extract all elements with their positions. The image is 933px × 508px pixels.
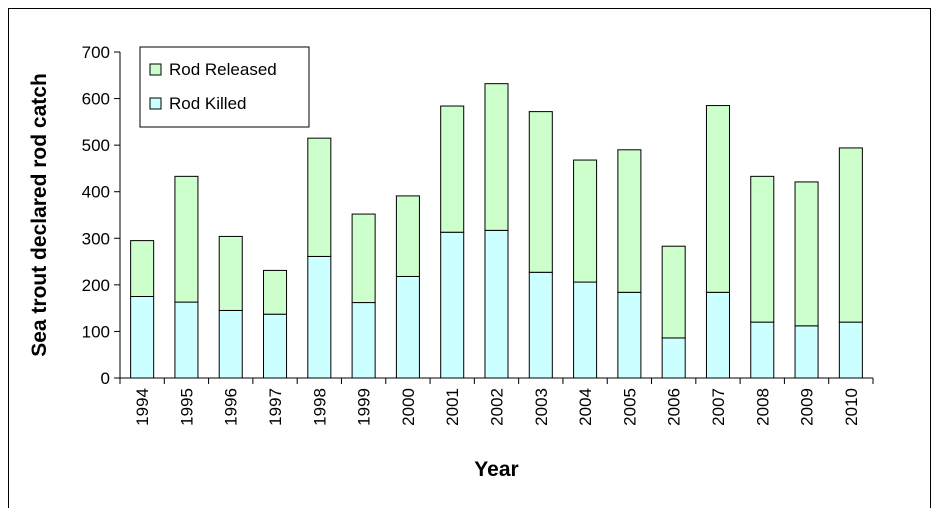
x-tick-label: 2002 (488, 388, 507, 426)
bar-rod-killed (308, 256, 331, 378)
y-ticks: 0 100 200 300 400 500 600 700 (82, 43, 120, 388)
bar-rod-released (618, 150, 641, 293)
bar-rod-killed (751, 322, 774, 378)
x-tick-label: 1994 (133, 388, 152, 426)
bar-rod-released (795, 182, 818, 326)
bar-rod-released (574, 160, 597, 282)
y-tick-label: 100 (82, 322, 110, 341)
x-tick-label: 2010 (842, 388, 861, 426)
bar-rod-released (175, 176, 198, 302)
y-tick-label: 400 (82, 183, 110, 202)
bar-rod-released (441, 106, 464, 232)
bar-rod-released (131, 241, 154, 297)
bars (131, 84, 863, 378)
bar-rod-killed (662, 338, 685, 378)
bar-rod-released (839, 148, 862, 322)
x-tick-label: 1999 (355, 388, 374, 426)
legend-box (140, 47, 309, 127)
x-tick-label: 1995 (177, 388, 196, 426)
x-tick-label: 1996 (222, 388, 241, 426)
legend-swatch (150, 98, 161, 109)
bar-rod-killed (839, 322, 862, 378)
x-tick-label: 2007 (709, 388, 728, 426)
bar-rod-released (751, 176, 774, 322)
bar-rod-released (662, 246, 685, 338)
legend-label: Rod Killed (169, 94, 247, 113)
x-tick-label: 1998 (310, 388, 329, 426)
bar-rod-killed (529, 272, 552, 378)
bar-rod-released (529, 112, 552, 273)
bar-rod-killed (396, 276, 419, 378)
x-ticks: 1994 1995 1996 1997 1998 1999 2000 2001 2002 2003… (120, 378, 873, 426)
bar-rod-killed (131, 297, 154, 379)
x-axis-title: Year (474, 458, 518, 481)
bar-rod-killed (618, 292, 641, 378)
bar-rod-released (264, 270, 287, 314)
bar-rod-killed (441, 232, 464, 378)
bar-rod-killed (706, 292, 729, 378)
x-tick-label: 2008 (753, 388, 772, 426)
y-axis-title: Sea trout declared rod catch (28, 73, 51, 357)
x-tick-label: 1997 (266, 388, 285, 426)
bar-rod-killed (175, 302, 198, 378)
bar-rod-killed (574, 282, 597, 378)
bar-rod-released (706, 106, 729, 293)
x-tick-label: 2005 (620, 388, 639, 426)
bar-rod-killed (219, 310, 242, 378)
bar-rod-killed (795, 326, 818, 378)
legend: Rod Released Rod Killed (140, 47, 309, 127)
bar-rod-released (352, 214, 375, 302)
x-tick-label: 2009 (798, 388, 817, 426)
legend-label: Rod Released (169, 60, 277, 79)
y-tick-label: 700 (82, 43, 110, 62)
y-tick-label: 600 (82, 90, 110, 109)
x-tick-label: 2006 (665, 388, 684, 426)
legend-swatch (150, 64, 161, 75)
y-tick-label: 500 (82, 136, 110, 155)
x-tick-label: 2000 (399, 388, 418, 426)
bar-rod-killed (352, 303, 375, 378)
y-tick-label: 0 (101, 369, 110, 388)
x-tick-label: 2001 (443, 388, 462, 426)
bar-rod-killed (264, 314, 287, 378)
y-tick-label: 300 (82, 229, 110, 248)
x-tick-label: 2003 (532, 388, 551, 426)
bar-rod-killed (485, 230, 508, 378)
bar-rod-released (219, 236, 242, 310)
x-tick-label: 2004 (576, 388, 595, 426)
bar-rod-released (396, 196, 419, 277)
y-tick-label: 200 (82, 276, 110, 295)
bar-rod-released (308, 138, 331, 256)
bar-rod-released (485, 84, 508, 231)
